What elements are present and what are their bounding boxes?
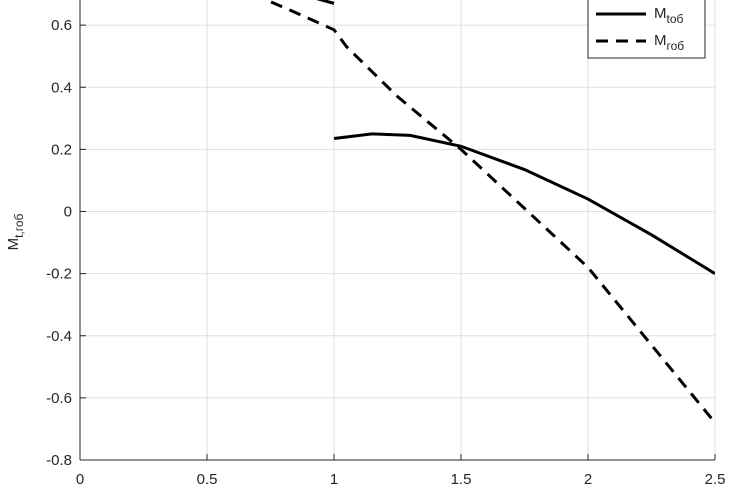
y-tick-label: 0: [64, 204, 72, 221]
y-tick-label: 0.4: [51, 79, 72, 96]
x-tick-label: 2: [584, 471, 592, 486]
x-tick-label: 0: [76, 471, 84, 486]
y-axis-label-sub: t,гоб: [12, 213, 26, 237]
y-axis-label: Mt,гоб: [5, 213, 26, 250]
legend-label-main: M: [654, 5, 667, 22]
y-tick-label: -0.8: [46, 452, 72, 469]
data-line: [316, 0, 715, 275]
legend-label-sub: гоб: [667, 39, 685, 53]
y-tick-label: -0.6: [46, 390, 72, 407]
legend-box: [587, 0, 706, 59]
y-tick-label: -0.4: [46, 328, 72, 345]
x-tick-label: 1: [330, 471, 338, 486]
legend-label: Mtоб: [654, 5, 684, 26]
x-tick-label: 2.5: [705, 471, 726, 486]
x-tick-label: 1.5: [451, 471, 472, 486]
data-line: [262, 0, 715, 424]
legend-label-sub: tоб: [667, 12, 684, 26]
legend-label-main: M: [654, 32, 667, 49]
y-tick-label: -0.2: [46, 266, 72, 283]
x-tick-label: 0.5: [197, 471, 218, 486]
y-tick-label: 0.6: [51, 17, 72, 34]
legend-label: Mгоб: [654, 32, 684, 53]
y-tick-label: 0.2: [51, 141, 72, 158]
y-axis-label-main: M: [5, 238, 22, 251]
